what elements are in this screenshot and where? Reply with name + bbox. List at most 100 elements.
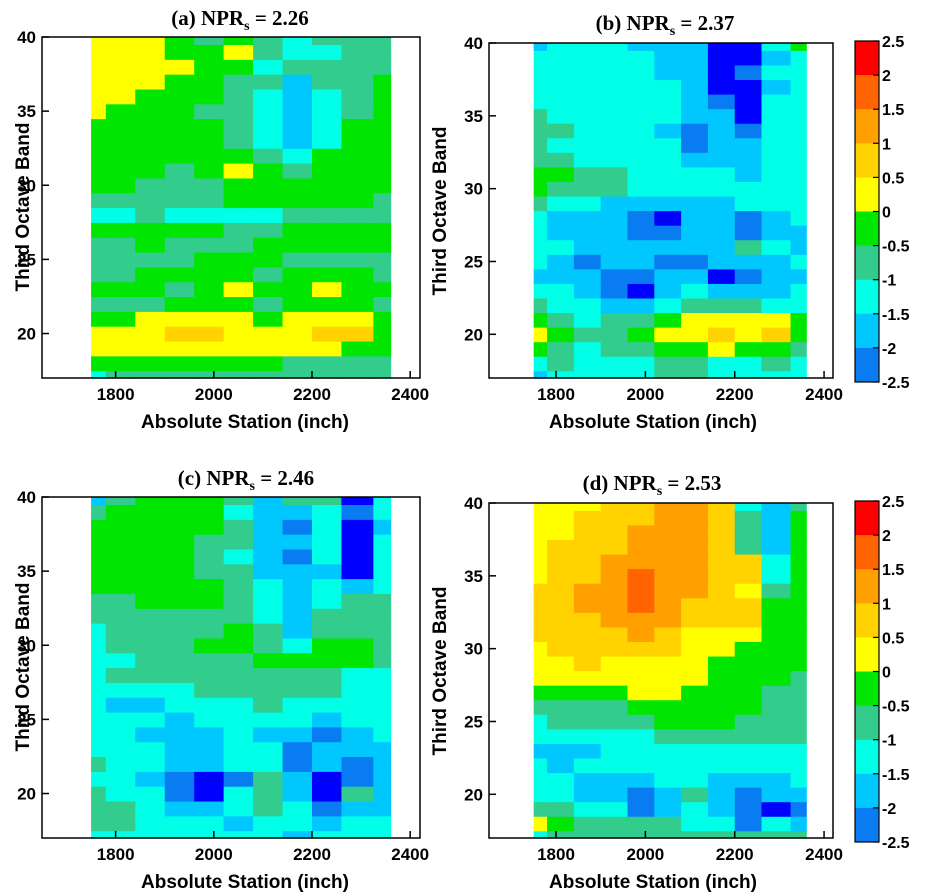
heat-cell — [135, 296, 166, 312]
heat-cell — [627, 816, 655, 832]
heat-cell — [533, 123, 548, 139]
heat-cell — [223, 623, 254, 639]
heat-cell — [282, 726, 313, 743]
heat-cell — [533, 356, 548, 372]
heat-cell — [761, 327, 792, 343]
heat-cell — [164, 697, 195, 713]
heat-cell — [164, 830, 195, 839]
heat-cell — [223, 608, 254, 624]
heat-cell — [91, 652, 107, 669]
heat-cell — [341, 786, 374, 802]
heat-cell — [734, 568, 763, 584]
heat-cell — [761, 210, 792, 226]
heat-cell — [573, 539, 602, 555]
heat-cell — [223, 548, 254, 565]
heat-cell — [164, 88, 195, 105]
heat-cell — [627, 370, 655, 379]
heat-cell — [761, 64, 792, 81]
heat-cell — [761, 195, 792, 212]
plot-frame — [41, 496, 421, 839]
heat-cell — [734, 728, 763, 744]
heat-cell — [734, 79, 763, 95]
heat-cell — [600, 297, 629, 314]
heat-cell — [223, 593, 254, 609]
heat-cell — [135, 519, 166, 535]
heat-cell — [282, 370, 313, 379]
heat-cell — [282, 741, 313, 758]
heat-cell — [312, 771, 343, 787]
heat-cell — [282, 44, 313, 60]
heat-cell — [547, 641, 575, 657]
heat-cell — [253, 326, 284, 342]
heat-cell — [223, 88, 254, 105]
heat-cell — [341, 563, 374, 580]
heat-cell — [373, 296, 392, 312]
heat-cell — [654, 539, 682, 555]
heat-cell — [547, 524, 575, 541]
heat-cell — [654, 699, 682, 715]
heat-cell — [790, 699, 807, 715]
heat-cell — [654, 524, 682, 541]
heat-cell — [105, 148, 136, 164]
heat-cell — [253, 133, 284, 149]
heat-cell — [681, 210, 709, 226]
y-tick-label: 40 — [17, 488, 36, 507]
heat-cell — [790, 503, 807, 511]
heat-cell — [547, 626, 575, 642]
heat-cell — [533, 583, 548, 599]
heat-cell — [341, 771, 374, 787]
heat-cell — [707, 699, 736, 715]
heat-cell — [734, 356, 763, 372]
heat-cell — [105, 355, 136, 372]
heat-cell — [533, 370, 548, 379]
heat-cell — [282, 311, 313, 327]
heat-cell — [105, 266, 136, 283]
heat-cell — [627, 503, 655, 511]
heat-cell — [194, 667, 225, 683]
heat-cell — [194, 741, 225, 758]
x-tick-label: 2400 — [391, 845, 429, 864]
heat-cell — [135, 281, 166, 298]
heat-cell — [627, 655, 655, 672]
heat-cell — [707, 370, 736, 379]
heat-cell — [734, 510, 763, 526]
heat-cell — [681, 743, 709, 759]
heat-cell — [105, 44, 136, 60]
heat-cell — [573, 123, 602, 139]
heat-cell — [600, 50, 629, 66]
heat-cell — [790, 670, 807, 686]
heat-cell — [790, 626, 807, 642]
heat-cell — [194, 192, 225, 209]
heat-cell — [533, 152, 548, 168]
heat-cell — [135, 786, 166, 802]
heat-cell — [707, 655, 736, 672]
heat-cell — [91, 177, 107, 194]
heat-cell — [681, 655, 709, 672]
heat-cell — [253, 370, 284, 379]
heat-cell — [707, 93, 736, 110]
heat-cell — [341, 608, 374, 624]
heat-cell — [105, 815, 136, 832]
heat-cell — [547, 728, 575, 744]
heat-cell — [91, 815, 107, 832]
heat-cell — [627, 612, 655, 628]
heat-cell — [223, 44, 254, 60]
heat-cell — [790, 714, 807, 730]
heat-cell — [312, 266, 343, 283]
heatmap-cells — [91, 497, 392, 839]
heat-cell — [373, 88, 392, 105]
heat-cell — [681, 830, 709, 839]
heat-cell — [341, 534, 374, 550]
heat-cell — [547, 830, 575, 839]
heat-cell — [761, 655, 792, 672]
heat-cell — [547, 539, 575, 555]
heat-cell — [373, 741, 392, 758]
heat-cell — [533, 728, 548, 744]
heat-cell — [790, 728, 807, 744]
heat-cell — [573, 370, 602, 379]
heat-cell — [547, 152, 575, 168]
heat-cell — [91, 148, 107, 164]
colorbar-swatch — [855, 807, 879, 843]
heat-cell — [312, 682, 343, 698]
heat-cell — [627, 568, 655, 584]
